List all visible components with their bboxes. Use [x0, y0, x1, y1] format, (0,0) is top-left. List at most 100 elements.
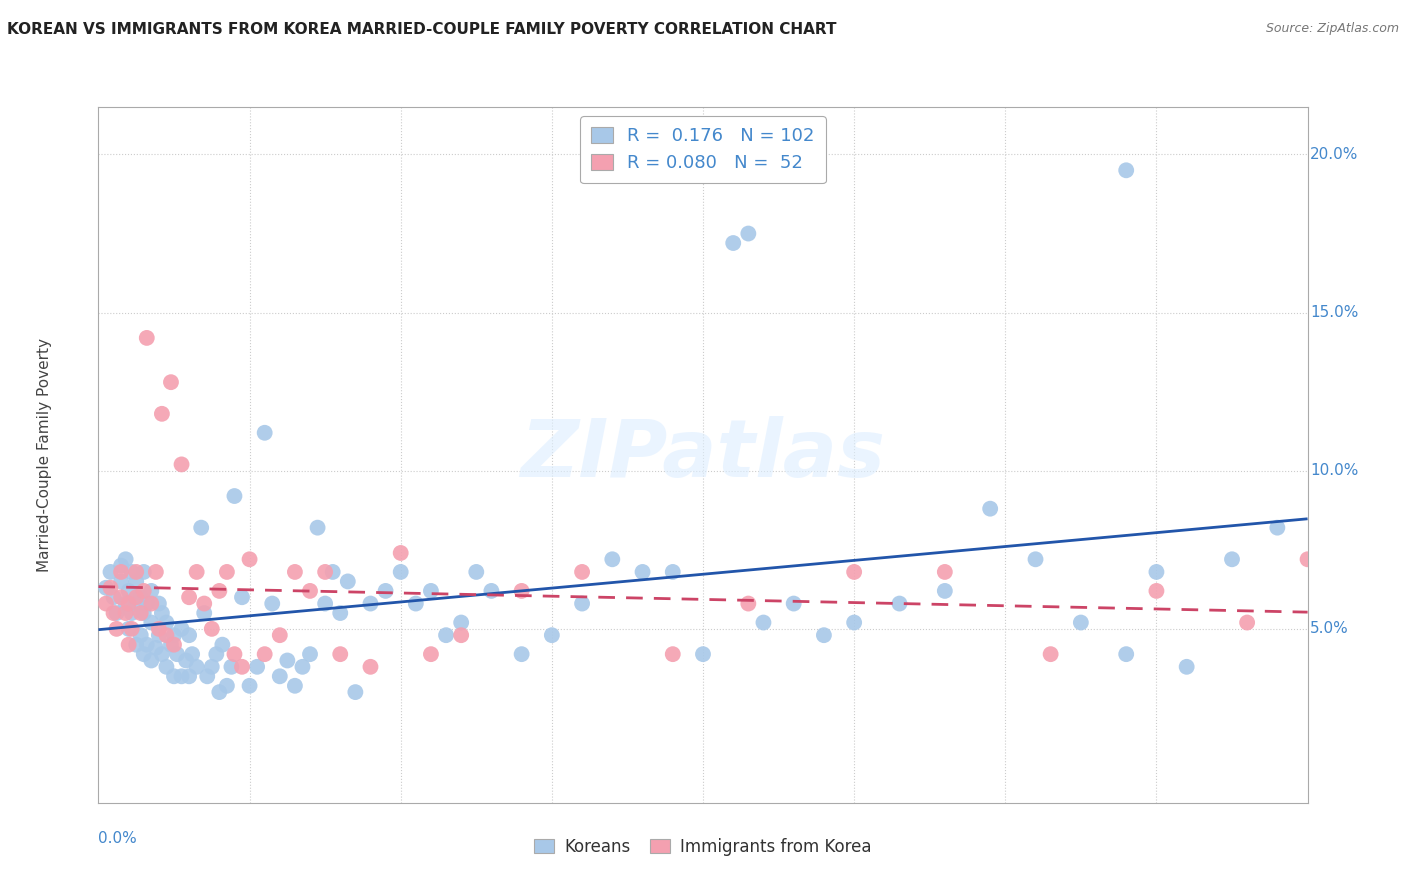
Point [1115, 647, 1137, 661]
Point [215, 565, 238, 579]
Point [1296, 552, 1319, 566]
Point [782, 597, 804, 611]
Point [276, 653, 298, 667]
Point [269, 628, 291, 642]
Point [329, 647, 352, 661]
Point [110, 574, 132, 589]
Point [299, 583, 322, 598]
Point [979, 501, 1001, 516]
Point [737, 597, 759, 611]
Point [110, 565, 132, 579]
Point [135, 597, 157, 611]
Point [105, 622, 128, 636]
Point [125, 574, 148, 589]
Point [141, 615, 163, 630]
Point [215, 679, 238, 693]
Point [170, 622, 193, 636]
Point [389, 546, 412, 560]
Point [211, 638, 233, 652]
Point [221, 660, 243, 674]
Point [389, 565, 412, 579]
Point [163, 628, 186, 642]
Point [1220, 552, 1243, 566]
Point [571, 597, 593, 611]
Point [239, 552, 262, 566]
Point [155, 660, 177, 674]
Point [284, 565, 307, 579]
Point [1144, 583, 1167, 598]
Point [125, 565, 148, 579]
Point [132, 647, 155, 661]
Point [121, 565, 143, 579]
Point [100, 565, 122, 579]
Point [269, 669, 291, 683]
Point [284, 679, 307, 693]
Point [155, 628, 177, 642]
Point [129, 628, 152, 642]
Point [114, 606, 136, 620]
Point [231, 660, 253, 674]
Point [631, 565, 654, 579]
Point [103, 606, 125, 620]
Point [177, 669, 201, 683]
Point [132, 583, 155, 598]
Point [118, 597, 141, 611]
Point [224, 647, 246, 661]
Point [405, 597, 427, 611]
Point [110, 558, 132, 573]
Point [186, 660, 208, 674]
Text: 15.0%: 15.0% [1310, 305, 1358, 320]
Point [193, 606, 215, 620]
Point [336, 574, 359, 589]
Point [94, 581, 117, 595]
Point [465, 565, 488, 579]
Point [155, 615, 177, 630]
Point [1115, 163, 1137, 178]
Point [661, 647, 683, 661]
Point [118, 583, 141, 598]
Point [329, 606, 352, 620]
Point [201, 622, 224, 636]
Point [129, 606, 152, 620]
Point [114, 597, 136, 611]
Point [160, 375, 183, 389]
Point [1144, 565, 1167, 579]
Point [1175, 660, 1198, 674]
Point [692, 647, 714, 661]
Point [150, 647, 173, 661]
Point [110, 591, 132, 605]
Point [125, 638, 148, 652]
Point [1024, 552, 1046, 566]
Point [163, 669, 186, 683]
Point [374, 583, 396, 598]
Point [322, 565, 344, 579]
Point [201, 660, 224, 674]
Point [163, 638, 186, 652]
Point [602, 552, 624, 566]
Point [231, 591, 253, 605]
Point [135, 331, 157, 345]
Point [208, 583, 231, 598]
Point [737, 227, 759, 241]
Point [150, 606, 173, 620]
Point [934, 583, 956, 598]
Point [121, 622, 143, 636]
Point [174, 653, 197, 667]
Point [141, 653, 163, 667]
Point [118, 638, 141, 652]
Point [148, 628, 170, 642]
Point [141, 583, 163, 598]
Text: KOREAN VS IMMIGRANTS FROM KOREA MARRIED-COUPLE FAMILY POVERTY CORRELATION CHART: KOREAN VS IMMIGRANTS FROM KOREA MARRIED-… [7, 22, 837, 37]
Point [752, 615, 775, 630]
Point [661, 565, 683, 579]
Point [813, 628, 835, 642]
Point [419, 583, 441, 598]
Point [150, 407, 173, 421]
Point [481, 583, 503, 598]
Point [1070, 615, 1092, 630]
Point [190, 521, 212, 535]
Point [148, 597, 170, 611]
Point [148, 622, 170, 636]
Point [177, 628, 201, 642]
Point [129, 591, 152, 605]
